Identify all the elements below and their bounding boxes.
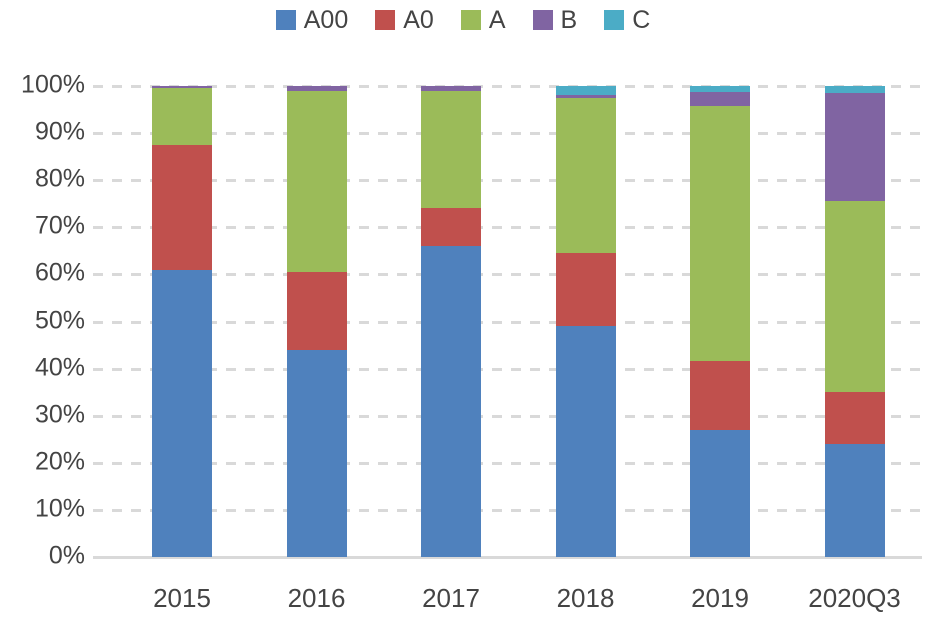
gridline: [93, 320, 922, 324]
legend-swatch-C: [604, 10, 625, 30]
legend-item-A: A: [460, 5, 506, 35]
bar-2017-segment-A0: [421, 208, 481, 247]
y-axis-tick-label: 90%: [34, 117, 85, 146]
legend-item-A00: A00: [275, 5, 349, 35]
bar-2019-segment-A00: [690, 429, 750, 557]
y-axis-tick-label: 0%: [48, 541, 85, 570]
bar-2015-segment-A00: [152, 269, 212, 557]
x-axis-label-2015: 2015: [153, 583, 211, 613]
bar-2016-segment-B: [286, 86, 347, 91]
gridline: [93, 508, 922, 512]
y-axis-tick-label: 70%: [34, 211, 85, 240]
gridline: [93, 461, 922, 465]
legend-label-A: A: [488, 5, 506, 34]
bar-2019-segment-B: [690, 92, 750, 107]
gridline: [93, 179, 922, 183]
bar-2015: [152, 86, 212, 557]
legend-item-B: B: [532, 5, 578, 35]
bar-2019-segment-C: [690, 86, 750, 93]
x-axis-label-2018: 2018: [556, 583, 615, 613]
bar-2018-segment-A: [555, 97, 616, 254]
y-axis-tick-label: 20%: [34, 447, 85, 476]
bar-2016-segment-A: [286, 90, 347, 273]
gridline: [93, 85, 922, 88]
legend-label-C: C: [632, 5, 651, 34]
x-axis-label-2019: 2019: [691, 583, 749, 613]
y-axis-tick-label: 60%: [34, 258, 85, 287]
y-axis-tick-label: 40%: [34, 352, 85, 381]
bar-2019-segment-A0: [690, 360, 750, 430]
gridline: [93, 226, 922, 230]
legend-swatch-A00: [275, 10, 296, 30]
bar-2020Q3-segment-A: [824, 201, 885, 393]
legend-item-C: C: [604, 6, 650, 35]
bar-2019: [690, 86, 750, 557]
bar-2017: [421, 86, 481, 557]
bar-2016: [286, 86, 347, 557]
gridline: [93, 132, 922, 136]
y-axis-tick-label: 80%: [34, 164, 85, 193]
gridline: [93, 273, 922, 277]
y-axis-tick-label: 100%: [21, 70, 85, 99]
legend: A00 A0 A B C: [0, 5, 926, 35]
legend-label-B: B: [560, 5, 578, 34]
legend-swatch-B: [532, 10, 553, 30]
bar-2016-segment-A0: [286, 272, 347, 350]
bar-2016-segment-A00: [286, 349, 347, 557]
bar-2019-segment-A: [690, 106, 750, 361]
bar-2020Q3-segment-C: [824, 86, 885, 94]
x-axis-label-2020Q3: 2020Q3: [808, 583, 901, 613]
bar-2020Q3: [824, 86, 885, 557]
gridline: [93, 414, 922, 418]
legend-swatch-A: [460, 10, 481, 30]
bar-2015-segment-A0: [152, 144, 212, 270]
y-axis-tick-label: 10%: [34, 494, 85, 523]
y-axis-tick-label: 30%: [34, 400, 85, 429]
legend-swatch-A0: [375, 10, 396, 30]
bar-2020Q3-segment-B: [824, 93, 885, 202]
bar-2018-segment-A00: [555, 326, 616, 557]
bar-2017-segment-A00: [421, 246, 481, 557]
bar-2015-segment-A: [152, 88, 212, 145]
legend-item-A0: A0: [375, 6, 434, 35]
bar-2018: [555, 86, 616, 557]
bar-2018-segment-C: [555, 86, 616, 95]
bar-2017-segment-A: [421, 90, 481, 209]
bar-2018-segment-B: [555, 94, 616, 98]
bar-2020Q3-segment-A0: [824, 392, 885, 444]
bar-2017-segment-B: [421, 86, 481, 91]
legend-label-A0: A0: [403, 5, 434, 34]
bar-2020Q3-segment-A00: [824, 443, 885, 557]
bar-2018-segment-A0: [555, 253, 616, 327]
x-axis-label-2017: 2017: [422, 583, 480, 613]
y-axis-tick-label: 50%: [34, 305, 85, 334]
x-axis-label-2016: 2016: [287, 583, 346, 613]
gridline: [93, 367, 922, 371]
bar-2015-segment-B: [152, 86, 212, 89]
legend-label-A00: A00: [303, 5, 349, 34]
x-axis-line: [93, 556, 922, 559]
